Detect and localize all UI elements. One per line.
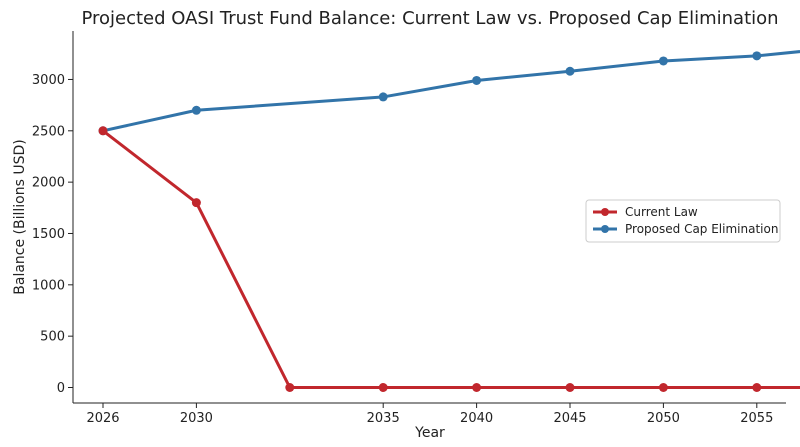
x-tick-label: 2026 xyxy=(86,411,119,426)
data-point-proposed-cap-elimination xyxy=(472,75,482,85)
data-point-proposed-cap-elimination xyxy=(658,56,668,66)
x-tick-label: 2035 xyxy=(367,411,400,426)
series-layer xyxy=(98,50,800,392)
data-point-current-law xyxy=(658,383,668,392)
y-tick-label: 2000 xyxy=(32,176,65,191)
y-tick-label: 3000 xyxy=(32,73,65,88)
data-point-current-law xyxy=(472,383,482,392)
x-tick-label: 2045 xyxy=(553,411,586,426)
x-tick-label: 2030 xyxy=(180,411,213,426)
data-point-current-law xyxy=(285,383,295,392)
y-axis-ticks: 0 500 1000 1500 2000 2500 3000 xyxy=(32,73,73,396)
legend-marker-current-law xyxy=(601,208,609,216)
legend: Current Law Proposed Cap Elimination xyxy=(585,199,781,243)
legend-marker-cap-elimination xyxy=(601,225,609,233)
data-point-proposed-cap-elimination xyxy=(565,66,575,76)
chart-title: Projected OASI Trust Fund Balance: Curre… xyxy=(81,8,778,29)
data-point-current-law xyxy=(378,383,388,392)
x-tick-label: 2040 xyxy=(460,411,493,426)
y-tick-label: 500 xyxy=(40,330,65,345)
data-point-current-law xyxy=(752,383,762,392)
series-line-current-law xyxy=(101,129,800,389)
x-tick-label: 2055 xyxy=(740,411,773,426)
data-point-proposed-cap-elimination xyxy=(378,92,388,102)
x-tick-label: 2050 xyxy=(647,411,680,426)
data-point-proposed-cap-elimination xyxy=(191,105,201,115)
data-point-current-law xyxy=(191,198,201,208)
series-line-proposed-cap-elimination xyxy=(101,50,800,133)
y-tick-label: 0 xyxy=(57,381,65,396)
data-point-current-law xyxy=(98,126,108,136)
y-tick-label: 2500 xyxy=(32,124,65,139)
data-point-current-law xyxy=(565,383,575,392)
legend-label-current-law: Current Law xyxy=(625,205,698,219)
y-tick-label: 1500 xyxy=(32,227,65,242)
x-axis-label: Year xyxy=(414,425,445,441)
data-point-proposed-cap-elimination xyxy=(752,51,762,61)
legend-frame xyxy=(585,199,781,243)
y-tick-label: 1000 xyxy=(32,278,65,293)
legend-label-cap-elimination: Proposed Cap Elimination xyxy=(625,222,778,236)
y-axis-label: Balance (Billions USD) xyxy=(12,139,28,294)
x-axis-ticks: 20262030203520402045205020552060 xyxy=(86,403,773,426)
